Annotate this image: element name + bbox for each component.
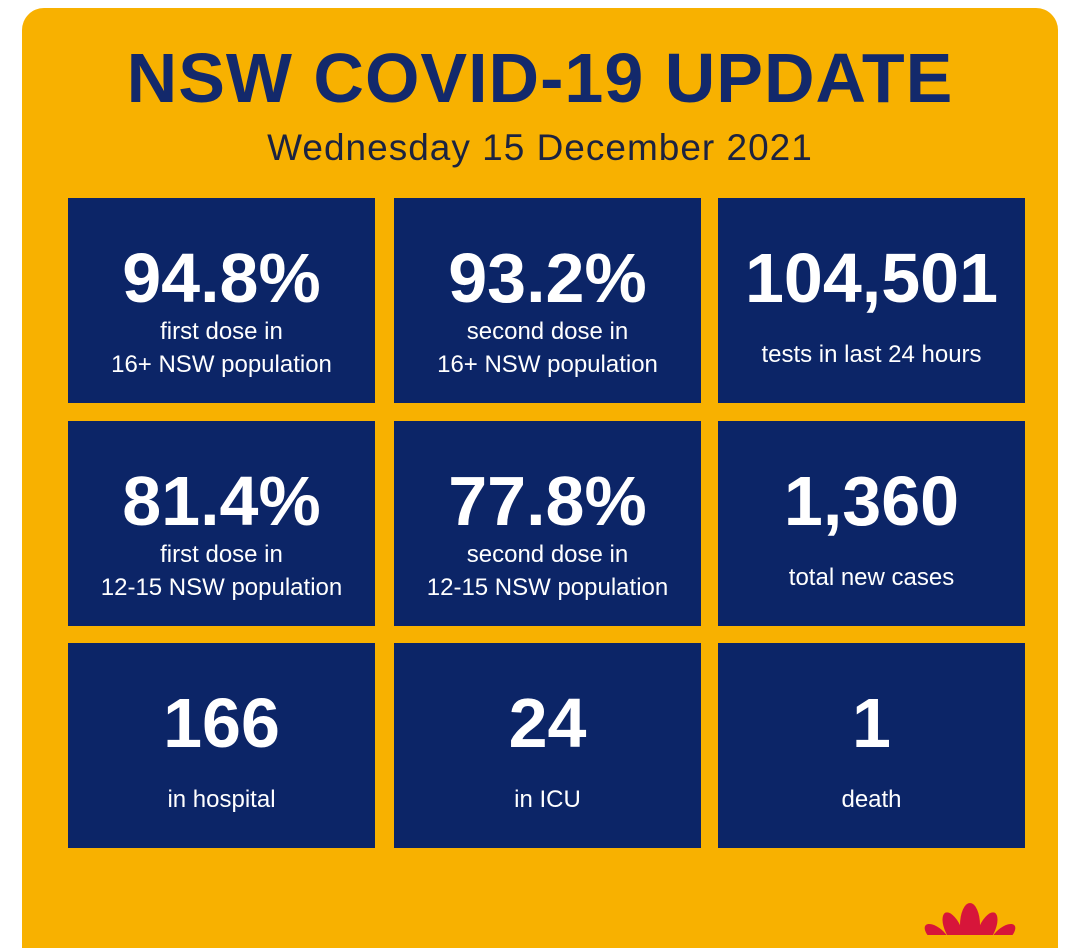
stat-value: 1 [852, 684, 891, 762]
stat-label: 16+ NSW population [437, 351, 658, 378]
stat-label: second dose in [466, 318, 629, 345]
stat-label: 16+ NSW population [111, 351, 332, 378]
stat-tile: 77.8% second dose in 12-15 NSW population [394, 421, 701, 626]
stat-label: tests in last 24 hours [761, 341, 982, 368]
stat-label: total new cases [788, 564, 955, 591]
stat-label: first dose in [160, 541, 283, 568]
stat-tile: 24 in ICU [394, 643, 701, 848]
date: Wednesday 15 December 2021 [267, 127, 813, 168]
stat-value: 104,501 [744, 239, 999, 317]
stat-label: in ICU [514, 786, 581, 813]
stat-label: second dose in [466, 541, 629, 568]
waratah-logo [924, 903, 1016, 935]
stat-tile: 93.2% second dose in 16+ NSW population [394, 198, 701, 403]
stat-tile: 81.4% first dose in 12-15 NSW population [68, 421, 375, 626]
stat-tile: 104,501 tests in last 24 hours [718, 198, 1025, 403]
stat-label: 12-15 NSW population [426, 574, 669, 601]
stat-value: 94.8% [122, 239, 321, 317]
stat-value: 1,360 [783, 462, 960, 540]
stat-tile: 166 in hospital [68, 643, 375, 848]
stat-label: death [841, 786, 902, 813]
stat-value: 24 [508, 684, 587, 762]
stat-label: 12-15 NSW population [100, 574, 343, 601]
stat-tile: 1,360 total new cases [718, 421, 1025, 626]
stat-value: 77.8% [448, 462, 647, 540]
stat-value: 166 [163, 684, 280, 762]
stat-value: 93.2% [448, 239, 647, 317]
stat-tile: 94.8% first dose in 16+ NSW population [68, 198, 375, 403]
stat-value: 81.4% [122, 462, 321, 540]
stat-tile: 1 death [718, 643, 1025, 848]
stat-label: first dose in [160, 318, 283, 345]
stat-label: in hospital [167, 786, 276, 813]
title: NSW COVID-19 UPDATE [126, 39, 954, 117]
